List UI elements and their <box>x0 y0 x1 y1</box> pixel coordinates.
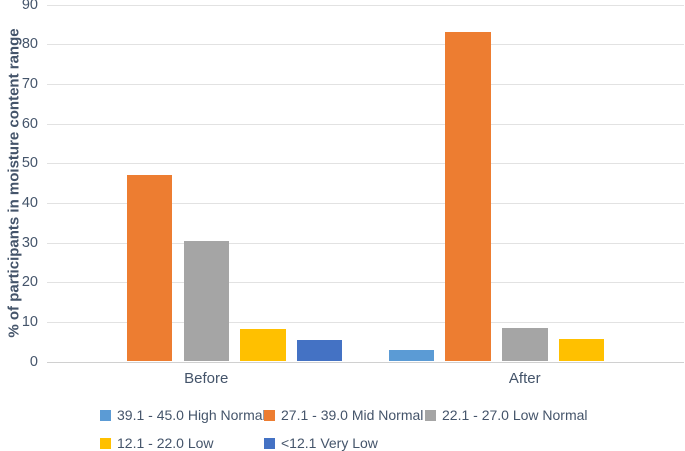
bar-before-series-4 <box>296 339 343 362</box>
bar-after-series-2 <box>502 327 548 362</box>
legend-label: 39.1 - 45.0 High Normal <box>117 407 266 423</box>
gridline <box>47 242 684 244</box>
gridline <box>47 83 684 85</box>
legend-item: 12.1 - 22.0 Low <box>100 435 214 451</box>
y-tick-label: 20 <box>21 274 38 291</box>
x-category-label: Before <box>184 370 229 387</box>
y-tick-label: 10 <box>21 313 38 330</box>
y-tick-label: 60 <box>21 115 38 132</box>
legend-label: 27.1 - 39.0 Mid Normal <box>281 407 424 423</box>
bar-before-series-2 <box>183 240 229 362</box>
legend-marker <box>100 409 111 421</box>
x-category-label: After <box>508 370 541 387</box>
y-tick-label: 40 <box>21 194 38 211</box>
legend-item: 27.1 - 39.0 Mid Normal <box>264 407 423 423</box>
gridline <box>47 123 684 125</box>
y-tick-label: 30 <box>21 234 38 251</box>
bar-before-series-3 <box>240 328 286 362</box>
legend-item: 22.1 - 27.0 Low Normal <box>425 407 588 423</box>
gridline <box>47 163 684 165</box>
y-tick-label: 80 <box>21 36 38 53</box>
legend-label: <12.1 Very Low <box>281 435 378 451</box>
gridline <box>47 321 684 323</box>
gridline <box>47 44 684 46</box>
y-tick-label: 90 <box>21 0 38 13</box>
legend-marker <box>264 409 275 421</box>
y-axis-title: % of participants in moisture content ra… <box>5 28 23 338</box>
gridline <box>47 282 684 284</box>
legend-item: 39.1 - 45.0 High Normal <box>100 407 266 423</box>
legend-marker <box>100 437 111 449</box>
bar-after-series-1 <box>445 32 491 362</box>
bar-after-series-3 <box>558 339 605 362</box>
bar-before-series-1 <box>126 175 173 362</box>
legend-label: 22.1 - 27.0 Low Normal <box>442 407 588 423</box>
y-tick-label: 50 <box>21 155 38 172</box>
y-tick-label: 70 <box>21 75 38 92</box>
y-tick-label: 0 <box>29 353 38 370</box>
legend-label: 12.1 - 22.0 Low <box>117 435 214 451</box>
legend-marker <box>425 409 436 421</box>
gridline <box>47 202 684 204</box>
legend-item: <12.1 Very Low <box>264 435 378 451</box>
gridline <box>47 361 684 363</box>
bar-after-series-0 <box>388 349 435 362</box>
gridline <box>47 4 684 6</box>
legend-marker <box>264 437 275 449</box>
